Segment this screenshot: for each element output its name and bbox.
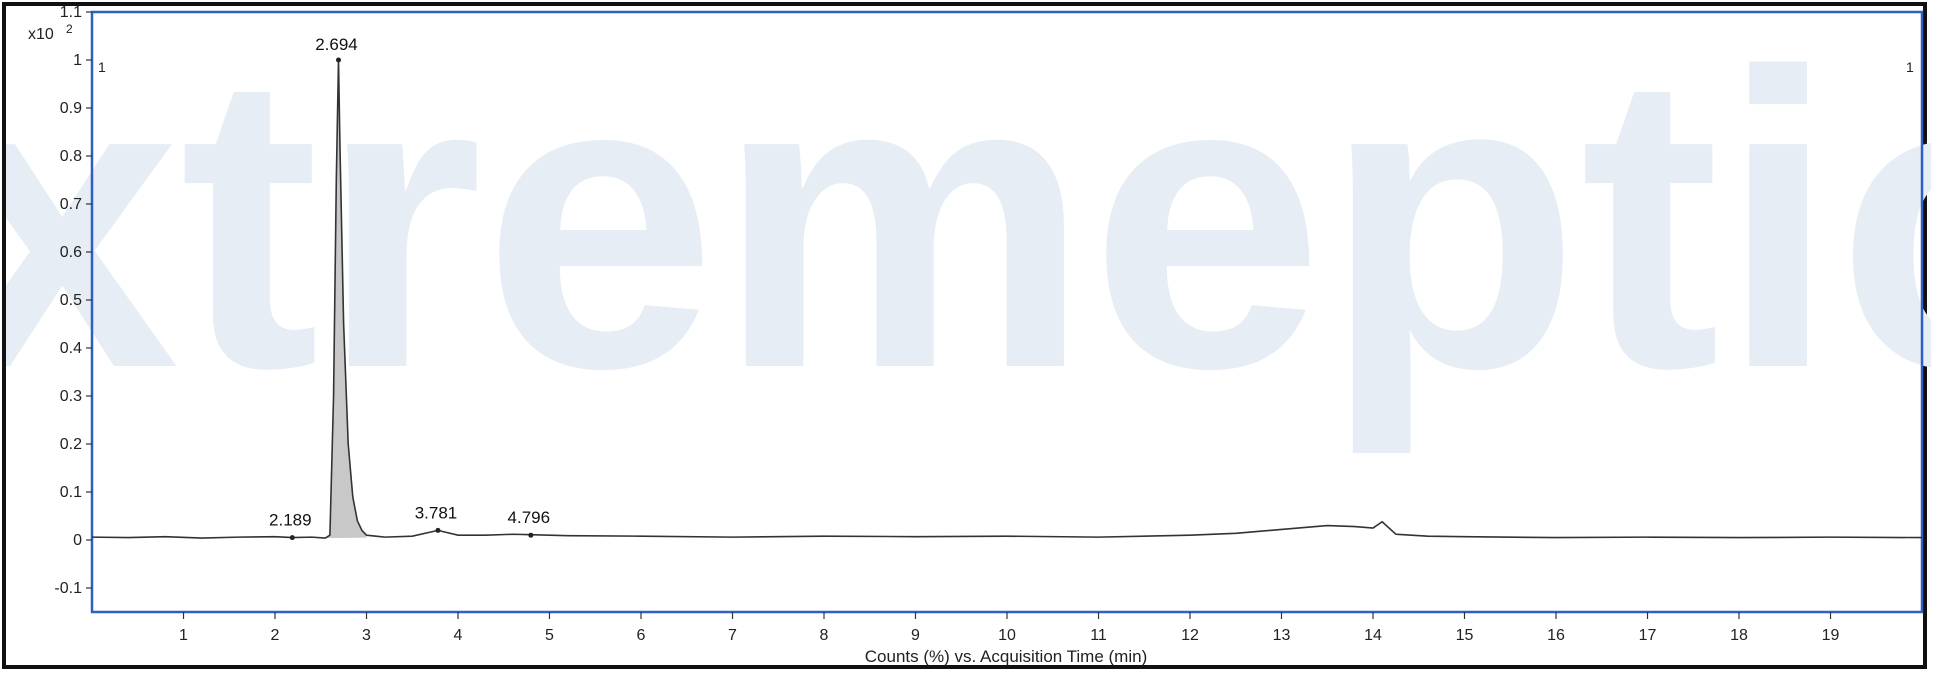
- x-tick-label: 18: [1730, 627, 1748, 644]
- peak-label: 4.796: [508, 508, 551, 527]
- peak-label: 2.189: [269, 511, 312, 530]
- y-tick-label: 1: [73, 52, 82, 69]
- trace-label-left: 1: [98, 59, 106, 75]
- peak-label: 2.694: [315, 35, 358, 54]
- y-multiplier-exponent: 2: [66, 22, 73, 36]
- x-tick-label: 13: [1273, 627, 1291, 644]
- y-tick-label: -0.1: [54, 580, 82, 597]
- peak-area-fill: [325, 60, 367, 539]
- y-tick-label: 0.3: [60, 388, 82, 405]
- peak-marker: [336, 57, 342, 63]
- peak-labels: 2.189 2.694 3.781 4.796: [269, 35, 551, 541]
- x-tick-label: 1: [179, 627, 188, 644]
- x-tick-label: 5: [545, 627, 554, 644]
- watermark-text: xtremeptic: [6, 6, 1931, 458]
- y-tick-label: 0.1: [60, 484, 82, 501]
- x-tick-label: 10: [998, 627, 1016, 644]
- x-tick-label: 7: [728, 627, 737, 644]
- x-tick-label: 4: [454, 627, 463, 644]
- y-multiplier-label: x10: [28, 26, 54, 43]
- x-tick-label: 15: [1456, 627, 1474, 644]
- y-tick-label: 0: [73, 532, 82, 549]
- trace-label-right: 1: [1906, 59, 1914, 75]
- y-tick-label: 0.4: [60, 340, 82, 357]
- y-tick-label: 0.8: [60, 148, 82, 165]
- chromatogram-trace: [91, 59, 1923, 539]
- y-tick-label: 0.7: [60, 196, 82, 213]
- peak-marker: [435, 527, 441, 533]
- y-tick-label: 0.5: [60, 292, 82, 309]
- x-tick-label: 16: [1547, 627, 1565, 644]
- x-tick-label: 19: [1822, 627, 1840, 644]
- x-tick-label: 2: [271, 627, 280, 644]
- x-tick-label: 6: [637, 627, 646, 644]
- x-tick-label: 3: [362, 627, 371, 644]
- x-tick-label: 12: [1181, 627, 1199, 644]
- y-tick-label: 0.2: [60, 436, 82, 453]
- peak-label: 3.781: [415, 503, 458, 522]
- y-tick-label: 0.6: [60, 244, 82, 261]
- x-tick-label: 9: [911, 627, 920, 644]
- x-axis: 1 2 3 4 5 6 7 8 9 10 11 12 13 14 15 16 17 18 19: [179, 612, 1840, 644]
- chromatogram-chart: xtremeptic 1.1 1 0.9 0.8 0.7 0.6 0.5 0.4 0.3 0.2 0…: [6, 6, 1931, 666]
- x-tick-label: 11: [1090, 627, 1107, 644]
- y-tick-label: 0.9: [60, 100, 82, 117]
- x-tick-label: 14: [1364, 627, 1382, 644]
- y-tick-label: 1.1: [60, 6, 82, 21]
- x-tick-label: 17: [1639, 627, 1657, 644]
- trace-line: [91, 59, 1923, 539]
- x-tick-label: 8: [820, 627, 829, 644]
- peak-marker: [289, 535, 295, 541]
- y-axis: 1.1 1 0.9 0.8 0.7 0.6 0.5 0.4 0.3 0.2 0.1 0 -0.1: [54, 6, 92, 597]
- peak-marker: [528, 532, 534, 538]
- x-axis-title: Counts (%) vs. Acquisition Time (min): [865, 647, 1147, 666]
